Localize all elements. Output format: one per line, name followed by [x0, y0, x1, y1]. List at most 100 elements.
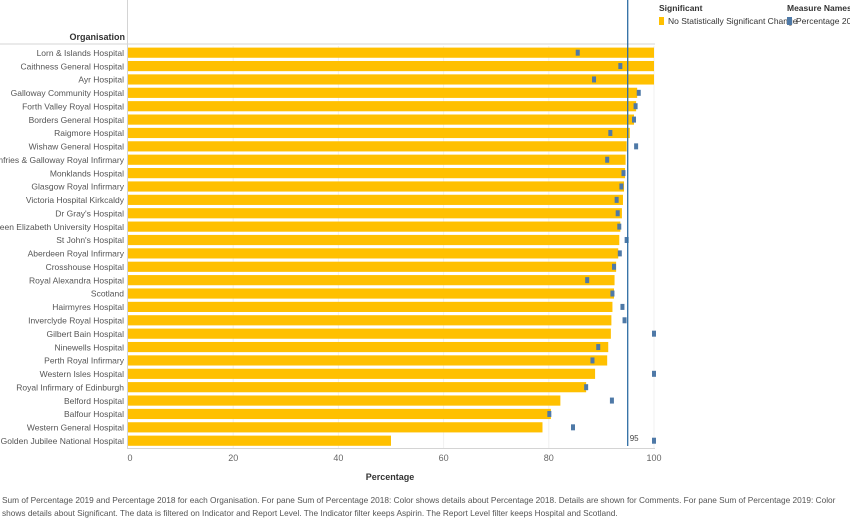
organisation-label: Borders General Hospital	[29, 115, 125, 125]
bar[interactable]	[128, 288, 615, 299]
tick-mark-2018[interactable]	[622, 317, 627, 324]
tick-mark-2018[interactable]	[610, 290, 615, 297]
tick-mark-2018[interactable]	[585, 277, 590, 284]
tick-mark-2018[interactable]	[547, 410, 552, 417]
bar[interactable]	[128, 194, 623, 205]
bar[interactable]	[128, 422, 543, 433]
organisation-label: St John's Hospital	[56, 235, 124, 245]
bar[interactable]	[128, 221, 621, 232]
organisation-label: Glasgow Royal Infirmary	[31, 182, 124, 192]
bar[interactable]	[128, 355, 608, 366]
tick-mark-2018[interactable]	[619, 183, 624, 190]
organisation-label: Lorn & Islands Hospital	[37, 48, 125, 58]
bar[interactable]	[128, 368, 596, 379]
organisation-label: Perth Royal Infirmary	[44, 356, 125, 366]
tick-mark-2018[interactable]	[570, 424, 575, 431]
organisation-label: Royal Alexandra Hospital	[29, 275, 124, 285]
tick-mark-2018[interactable]	[575, 49, 580, 56]
tick-mark-2018[interactable]	[620, 303, 625, 310]
bar[interactable]	[128, 261, 617, 272]
bar[interactable]	[128, 382, 587, 393]
organisation-label: Belford Hospital	[64, 396, 124, 406]
bar[interactable]	[128, 328, 611, 339]
tick-mark-2018[interactable]	[617, 223, 622, 230]
bar[interactable]	[128, 341, 609, 353]
tick-mark-2018[interactable]	[592, 76, 597, 83]
x-tick-label: 100	[646, 453, 661, 463]
organisation-label: Caithness General Hospital	[21, 61, 125, 71]
bar[interactable]	[128, 395, 561, 406]
organisation-label: Victoria Hospital Kirkcaldy	[26, 195, 125, 205]
legend-measure-names-title: Measure Names	[787, 3, 850, 13]
bar[interactable]	[128, 47, 654, 58]
x-axis: 0 20 40 60 80 100	[127, 453, 661, 463]
legend-swatch-blue	[787, 17, 792, 25]
organisation-label: Golden Jubilee National Hospital	[1, 436, 124, 446]
bar[interactable]	[128, 208, 622, 219]
tick-mark-2018[interactable]	[612, 263, 617, 270]
x-tick-label: 60	[439, 453, 449, 463]
bar[interactable]	[128, 315, 612, 326]
tick-mark-2018[interactable]	[609, 397, 614, 404]
organisation-label: Gilbert Bain Hospital	[47, 329, 125, 339]
organisation-label: Balfour Hospital	[64, 409, 124, 419]
bar[interactable]	[128, 275, 615, 286]
legend-item-no-significant-change[interactable]: No Statistically Significant Change	[659, 16, 797, 26]
tick-mark-2018[interactable]	[621, 170, 626, 177]
organisation-label: Inverclyde Royal Hospital	[28, 315, 124, 325]
bar[interactable]	[128, 181, 625, 192]
bar[interactable]	[128, 248, 619, 259]
bar[interactable]	[128, 74, 654, 85]
tick-mark-2018[interactable]	[652, 437, 656, 444]
legend-swatch-yellow	[659, 17, 664, 25]
tick-mark-2018[interactable]	[590, 357, 595, 364]
x-tick-label: 40	[333, 453, 343, 463]
tick-mark-2018[interactable]	[652, 370, 656, 377]
bar[interactable]	[128, 101, 637, 112]
tick-mark-2018[interactable]	[584, 384, 589, 391]
tick-mark-2018[interactable]	[618, 63, 623, 70]
reference-line-label: 95	[630, 434, 639, 443]
tick-mark-2018[interactable]	[608, 129, 613, 136]
organisation-label: Crosshouse Hospital	[46, 262, 125, 272]
tick-mark-2018[interactable]	[614, 196, 619, 203]
bar[interactable]	[128, 114, 635, 125]
bar[interactable]	[128, 408, 551, 420]
tick-mark-2018[interactable]	[605, 156, 610, 163]
tick-mark-2018[interactable]	[615, 210, 620, 217]
x-axis-label: Percentage	[366, 472, 415, 482]
bar[interactable]	[128, 234, 620, 246]
tick-mark-2018[interactable]	[636, 89, 641, 96]
organisation-label: Queen Elizabeth University Hospital	[0, 222, 124, 232]
organisation-label: Dr Gray's Hospital	[55, 208, 124, 218]
percentage-2018-marks	[547, 49, 656, 444]
organisation-labels: Lorn & Islands Hospital Caithness General…	[0, 48, 125, 446]
organisation-label: Forth Valley Royal Hospital	[22, 101, 124, 111]
legend-item-percentage-2018[interactable]: Percentage 2018	[787, 16, 850, 26]
tick-mark-2018[interactable]	[633, 103, 638, 110]
bar[interactable]	[128, 87, 638, 98]
tick-mark-2018[interactable]	[596, 344, 601, 351]
bar[interactable]	[128, 154, 626, 165]
tick-mark-2018[interactable]	[634, 143, 639, 150]
organisation-label: Scotland	[91, 289, 124, 299]
tick-mark-2018[interactable]	[617, 250, 622, 257]
legend-significant-title: Significant	[659, 3, 703, 13]
tick-mark-2018[interactable]	[632, 116, 637, 123]
bar[interactable]	[128, 301, 613, 312]
organisation-label: Dumfries & Galloway Royal Infirmary	[0, 155, 125, 165]
legend-item-label: No Statistically Significant Change	[668, 16, 798, 26]
bar[interactable]	[128, 127, 630, 139]
bar[interactable]	[128, 60, 654, 72]
organisation-label: Aberdeen Royal Infirmary	[28, 249, 125, 259]
legend-item-label: Percentage 2018	[796, 16, 850, 26]
organisation-label: Monklands Hospital	[50, 168, 124, 178]
organisation-label: Western General Hospital	[27, 423, 124, 433]
bar[interactable]	[128, 168, 626, 179]
bar[interactable]	[128, 141, 627, 152]
tick-mark-2018[interactable]	[624, 237, 629, 244]
x-tick-label: 80	[544, 453, 554, 463]
tick-mark-2018[interactable]	[652, 330, 656, 337]
bar[interactable]	[128, 435, 391, 446]
